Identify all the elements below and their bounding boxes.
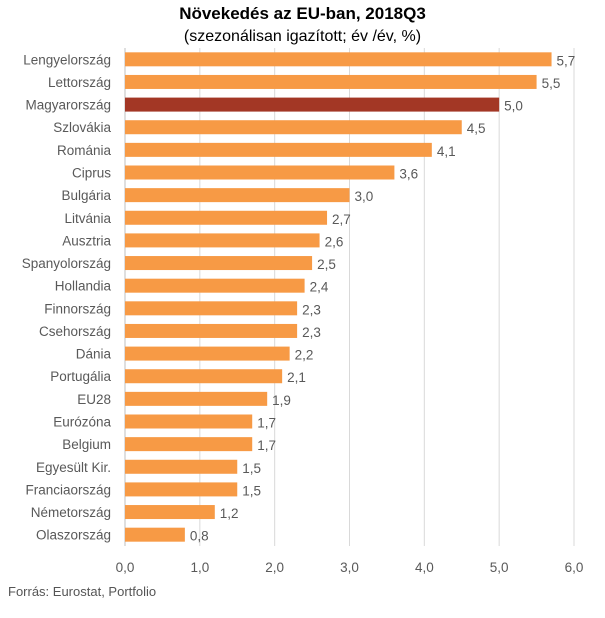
bar (125, 346, 290, 361)
x-tick-label: 1,0 (190, 560, 209, 575)
value-label: 5,0 (504, 99, 523, 114)
bar (125, 188, 350, 203)
bar (125, 74, 537, 89)
category-label: Románia (57, 143, 112, 158)
value-label: 0,8 (190, 529, 209, 544)
value-label: 2,3 (302, 325, 321, 340)
category-label: Litvánia (64, 211, 111, 226)
bar (125, 459, 238, 474)
category-label: Egyesült Kir. (36, 460, 111, 475)
value-label: 2,3 (302, 302, 321, 317)
bar (125, 233, 320, 248)
bar (125, 210, 328, 225)
value-label: 5,5 (542, 76, 561, 91)
x-tick-label: 4,0 (415, 560, 434, 575)
category-label: Ciprus (72, 166, 111, 181)
category-label: Szlovákia (53, 120, 111, 135)
value-label: 1,7 (257, 438, 276, 453)
value-label: 3,6 (399, 167, 418, 182)
category-label: Lengyelország (23, 52, 111, 67)
value-label: 2,4 (310, 280, 329, 295)
value-label: 5,7 (557, 53, 576, 68)
category-label: Bulgária (61, 188, 111, 203)
bar (125, 97, 500, 112)
bar (125, 165, 395, 180)
bar (125, 301, 298, 316)
category-label: EU28 (77, 392, 111, 407)
value-label: 2,6 (325, 234, 344, 249)
category-label: Magyarország (25, 98, 111, 113)
chart-subtitle: (szezonálisan igazított; év /év, %) (183, 28, 422, 45)
bar (125, 369, 283, 384)
bar (125, 278, 305, 293)
bar (125, 527, 185, 542)
category-label: Olaszország (36, 528, 111, 543)
source-note: Forrás: Eurostat, Portfolio (8, 584, 157, 599)
bar (125, 120, 462, 135)
category-label: Dánia (76, 347, 112, 362)
category-label: Németország (31, 505, 111, 520)
value-label: 2,7 (332, 212, 351, 227)
chart-title: Növekedés az EU-ban, 2018Q3 (179, 4, 426, 23)
value-label: 1,9 (272, 393, 291, 408)
value-label: 1,5 (242, 483, 261, 498)
category-label: Hollandia (55, 279, 112, 294)
bar (125, 505, 215, 520)
value-label: 1,5 (242, 461, 261, 476)
category-label: Franciaország (25, 482, 111, 497)
value-label: 2,5 (317, 257, 336, 272)
bar (125, 142, 432, 157)
bar (125, 482, 238, 497)
value-label: 1,7 (257, 416, 276, 431)
bar (125, 437, 253, 452)
category-label: Spanyolország (22, 256, 111, 271)
bar (125, 256, 313, 271)
bar (125, 414, 253, 429)
x-tick-label: 0,0 (116, 560, 135, 575)
x-tick-label: 3,0 (340, 560, 359, 575)
value-label: 3,0 (355, 189, 374, 204)
category-label: Lettország (48, 75, 111, 90)
value-label: 4,5 (467, 121, 486, 136)
bar (125, 391, 268, 406)
category-label: Eurózóna (53, 415, 111, 430)
value-label: 4,1 (437, 144, 456, 159)
x-tick-label: 5,0 (490, 560, 509, 575)
value-label: 2,2 (295, 348, 314, 363)
category-label: Csehország (39, 324, 111, 339)
bar (125, 52, 552, 67)
category-label: Belgium (62, 437, 111, 452)
category-label: Finnország (44, 301, 111, 316)
category-label: Ausztria (62, 233, 111, 248)
category-label: Portugália (50, 369, 111, 384)
value-label: 2,1 (287, 370, 306, 385)
x-tick-label: 2,0 (265, 560, 284, 575)
bar (125, 323, 298, 338)
x-tick-label: 6,0 (565, 560, 584, 575)
value-label: 1,2 (220, 506, 239, 521)
